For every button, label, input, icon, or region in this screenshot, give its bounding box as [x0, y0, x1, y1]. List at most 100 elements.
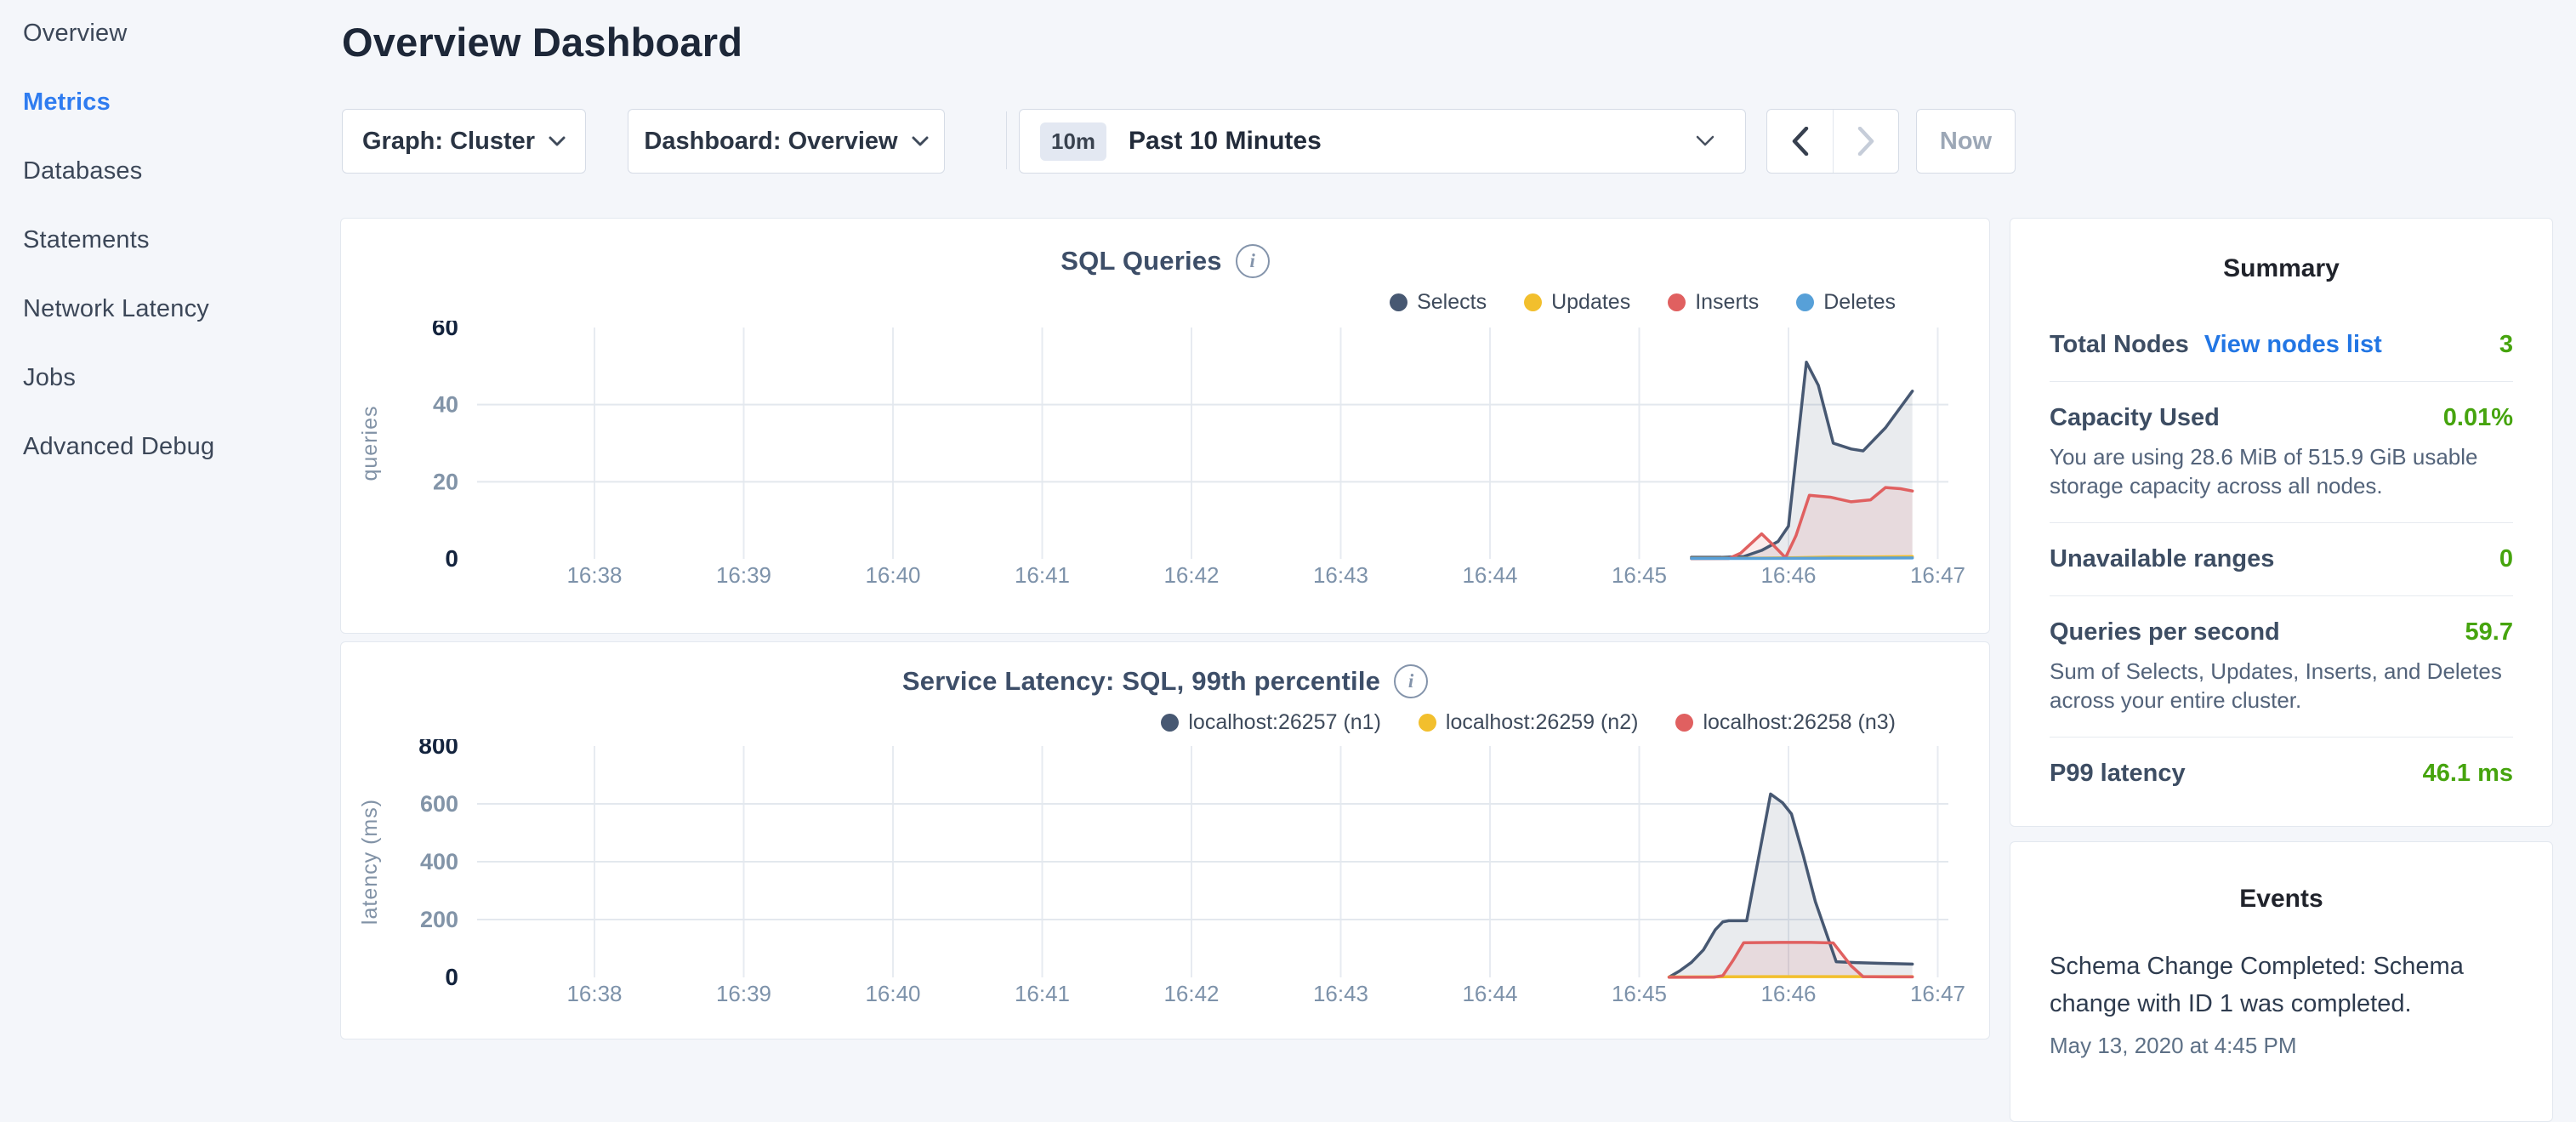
- chart-title-row: Service Latency: SQL, 99th percentile i: [341, 664, 1989, 698]
- legend-dot-icon: [1675, 714, 1693, 732]
- chevron-left-icon: [1792, 127, 1809, 156]
- sidebar-item-statements[interactable]: Statements: [23, 226, 340, 254]
- chevron-right-icon: [1857, 127, 1874, 156]
- controls-divider: [1006, 111, 1007, 169]
- x-tick-label: 16:38: [566, 562, 622, 588]
- time-range-badge: 10m: [1040, 122, 1106, 161]
- dashboard-dropdown[interactable]: Dashboard: Overview: [628, 109, 945, 174]
- x-tick-label: 16:39: [716, 981, 771, 1006]
- x-tick-label: 16:43: [1313, 562, 1368, 588]
- events-panel: Events Schema Change Completed: Schema c…: [2010, 841, 2553, 1122]
- summary-row-queries-per-second: Queries per second59.7Sum of Selects, Up…: [2050, 596, 2513, 738]
- x-tick-label: 16:41: [1015, 981, 1070, 1006]
- x-tick-label: 16:42: [1163, 562, 1219, 588]
- info-icon[interactable]: i: [1236, 244, 1270, 278]
- summary-row-capacity-used: Capacity Used 0.01% You are using 28.6 MiB…: [2050, 382, 2513, 523]
- chart-title: Service Latency: SQL, 99th percentile: [902, 666, 1380, 697]
- summary-rows: Total Nodes View nodes list 3 Capacity Used…: [2050, 309, 2513, 810]
- chart-plot-area[interactable]: [477, 327, 1948, 559]
- summary-row-value: 0.01%: [2443, 404, 2513, 432]
- summary-row-description: You are using 28.6 MiB of 515.9 GiB usab…: [2050, 442, 2513, 500]
- legend-label: localhost:26257 (n1): [1188, 710, 1381, 735]
- y-tick-label: 40: [433, 392, 458, 418]
- event-item[interactable]: Schema Change Completed: Schema change w…: [2050, 948, 2513, 1059]
- sidebar-item-network-latency[interactable]: Network Latency: [23, 295, 340, 323]
- y-tick-label: 60: [432, 321, 458, 340]
- info-icon[interactable]: i: [1394, 664, 1428, 698]
- summary-row-label: Capacity Used: [2050, 404, 2220, 432]
- legend-dot-icon: [1161, 714, 1179, 732]
- x-tick-label: 16:40: [865, 562, 920, 588]
- legend-label: Inserts: [1695, 290, 1759, 315]
- time-pager: [1766, 109, 1899, 174]
- chart-title: SQL Queries: [1061, 246, 1221, 276]
- summary-row-value: 59.7: [2465, 618, 2513, 646]
- x-tick-label: 16:39: [716, 562, 771, 588]
- legend-item[interactable]: localhost:26258 (n3): [1675, 710, 1896, 735]
- event-timestamp: May 13, 2020 at 4:45 PM: [2050, 1033, 2513, 1059]
- summary-row-description: Sum of Selects, Updates, Inserts, and De…: [2050, 657, 2513, 715]
- legend-dot-icon: [1419, 714, 1436, 732]
- y-tick-label: 0: [445, 545, 458, 572]
- summary-row-label: Total Nodes: [2050, 331, 2189, 359]
- x-tick-label: 16:47: [1910, 562, 1965, 588]
- x-tick-label: 16:38: [566, 981, 622, 1006]
- time-prev-button[interactable]: [1767, 110, 1833, 173]
- x-tick-label: 16:41: [1015, 562, 1070, 588]
- controls-row: Graph: Cluster Dashboard: Overview 10m P…: [0, 109, 2576, 174]
- legend-dot-icon: [1668, 293, 1686, 311]
- x-tick-label: 16:45: [1612, 981, 1667, 1006]
- event-message: Schema Change Completed: Schema change w…: [2050, 948, 2475, 1022]
- summary-row-value: 3: [2499, 331, 2513, 359]
- summary-row-p99-latency: P99 latency46.1 ms: [2050, 738, 2513, 810]
- x-tick-label: 16:44: [1462, 981, 1517, 1006]
- view-nodes-list-link[interactable]: View nodes list: [2204, 331, 2382, 359]
- x-tick-label: 16:45: [1612, 562, 1667, 588]
- chart-legend: Selects Updates Inserts Deletes: [1390, 290, 1896, 315]
- time-now-button[interactable]: Now: [1916, 109, 2016, 174]
- service-latency-chart-canvas[interactable]: 16:3816:3916:4016:4116:4216:4316:4416:45…: [341, 739, 1991, 1020]
- x-tick-label: 16:47: [1910, 981, 1965, 1006]
- time-range-selector[interactable]: 10m Past 10 Minutes: [1019, 109, 1746, 174]
- x-tick-label: 16:44: [1462, 562, 1517, 588]
- sql-queries-chart-canvas[interactable]: 16:38 16:39 16:40 16:41 16:42 16:43 16:44 16:45…: [341, 321, 1991, 601]
- events-list: Schema Change Completed: Schema change w…: [2050, 948, 2513, 1059]
- legend-item[interactable]: localhost:26257 (n1): [1161, 710, 1381, 735]
- x-tick-label: 16:40: [865, 981, 920, 1006]
- summary-panel: Summary Total Nodes View nodes list 3 Capac…: [2010, 218, 2553, 827]
- y-tick-label: 200: [420, 907, 458, 932]
- time-next-button[interactable]: [1833, 110, 1898, 173]
- service-latency-chart-card: Service Latency: SQL, 99th percentile i …: [340, 641, 1990, 1039]
- legend-item[interactable]: Deletes: [1796, 290, 1896, 315]
- sql-queries-chart-card: SQL Queries i Selects Updates Inserts Delet…: [340, 218, 1990, 634]
- legend-dot-icon: [1390, 293, 1407, 311]
- sidebar-item-advanced-debug[interactable]: Advanced Debug: [23, 433, 340, 461]
- legend-item[interactable]: Selects: [1390, 290, 1487, 315]
- chart-legend: localhost:26257 (n1) localhost:26259 (n2)…: [1161, 710, 1896, 735]
- y-axis-label: queries: [358, 406, 382, 481]
- legend-item[interactable]: localhost:26259 (n2): [1419, 710, 1639, 735]
- y-tick-label: 800: [418, 739, 458, 759]
- chevron-down-icon: [1696, 135, 1714, 147]
- chevron-down-icon: [912, 136, 929, 147]
- graph-dropdown[interactable]: Graph: Cluster: [342, 109, 586, 174]
- chart-plot-area[interactable]: [477, 746, 1948, 977]
- x-tick-label: 16:46: [1760, 981, 1816, 1006]
- sidebar-item-jobs[interactable]: Jobs: [23, 364, 340, 392]
- legend-item[interactable]: Inserts: [1668, 290, 1759, 315]
- legend-item[interactable]: Updates: [1524, 290, 1630, 315]
- sidebar-item-overview[interactable]: Overview: [23, 20, 340, 48]
- legend-label: localhost:26258 (n3): [1703, 710, 1896, 735]
- legend-dot-icon: [1524, 293, 1542, 311]
- legend-dot-icon: [1796, 293, 1814, 311]
- legend-label: Deletes: [1823, 290, 1896, 315]
- chart-title-row: SQL Queries i: [341, 244, 1989, 278]
- summary-row-total-nodes: Total Nodes View nodes list 3: [2050, 309, 2513, 382]
- graph-dropdown-label: Graph: Cluster: [362, 128, 535, 156]
- y-tick-label: 0: [445, 964, 458, 990]
- dashboard-dropdown-label: Dashboard: Overview: [644, 128, 897, 156]
- summary-row-label: Unavailable ranges: [2050, 545, 2274, 573]
- summary-row-value: 0: [2499, 545, 2513, 573]
- y-axis-label: latency (ms): [358, 799, 382, 925]
- summary-title: Summary: [2050, 254, 2513, 283]
